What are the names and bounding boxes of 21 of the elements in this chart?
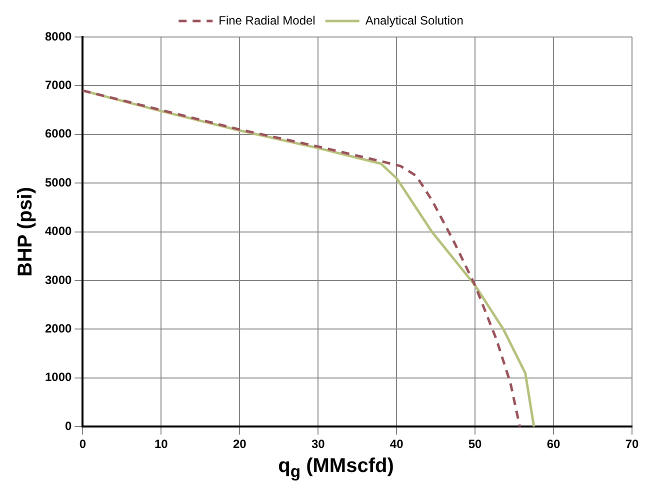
y-tick-label: 1000 — [44, 370, 72, 384]
x-tick-label: 20 — [232, 437, 247, 452]
x-tick-label: 60 — [546, 437, 561, 452]
y-tick-label: 0 — [65, 418, 72, 433]
y-tick-label: 8000 — [44, 29, 72, 44]
x-tick-label: 50 — [468, 437, 482, 452]
y-tick-label: 7000 — [44, 78, 72, 92]
x-tick-label: 70 — [625, 437, 639, 452]
y-tick-label: 2000 — [44, 322, 72, 336]
y-tick-label: 6000 — [44, 126, 72, 141]
x-tick-label: 30 — [311, 437, 326, 452]
x-tick-label: 40 — [390, 437, 404, 452]
y-tick-label: 3000 — [44, 272, 72, 287]
x-tick-label: 0 — [79, 437, 86, 452]
legend-label: Fine Radial Model — [218, 13, 316, 28]
y-axis-title: BHP (psi) — [14, 186, 37, 277]
y-tick-label: 4000 — [44, 224, 72, 238]
x-axis-title: q$_{g}$ (MMscfd) — [277, 455, 395, 482]
legend-label: Analytical Solution — [365, 13, 464, 28]
y-tick-label: 5000 — [44, 175, 72, 190]
x-tick-label: 10 — [154, 437, 168, 452]
